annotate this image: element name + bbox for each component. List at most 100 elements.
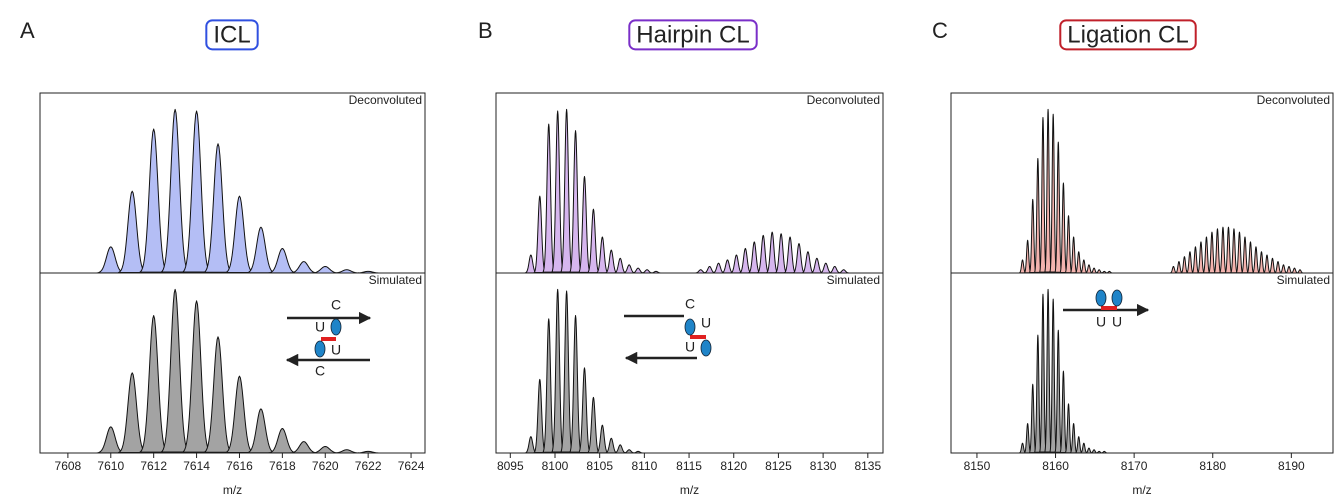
- series-label: Deconvoluted: [1257, 93, 1330, 107]
- x-axis-label: m/z: [1132, 483, 1151, 497]
- peak: [748, 241, 761, 274]
- title-box: [1059, 19, 1197, 51]
- peak: [596, 424, 609, 453]
- peak: [1224, 226, 1233, 274]
- base-label: U: [1112, 314, 1122, 330]
- peak: [1049, 113, 1057, 273]
- x-tick-label: 8130: [810, 459, 837, 473]
- series-label: Simulated: [1277, 273, 1330, 287]
- x-tick-label: 8100: [542, 459, 569, 473]
- peak: [765, 231, 779, 274]
- peak: [1074, 436, 1083, 453]
- peak: [578, 367, 591, 453]
- peak: [1085, 264, 1093, 274]
- peak: [182, 110, 211, 273]
- x-tick-label: 8110: [631, 459, 657, 473]
- peak: [712, 262, 725, 274]
- x-tick-label: 7612: [140, 459, 167, 473]
- peak: [810, 257, 824, 274]
- peak: [801, 251, 815, 274]
- peak: [1049, 298, 1057, 453]
- peak: [1241, 236, 1249, 274]
- x-tick-label: 8125: [765, 459, 792, 473]
- peak: [311, 265, 340, 274]
- peak: [560, 290, 573, 453]
- peak: [1235, 231, 1244, 274]
- peak: [1090, 267, 1098, 274]
- x-tick-label: 7614: [183, 459, 210, 473]
- x-tick-label: 8105: [586, 459, 613, 473]
- base-label: U: [1096, 314, 1106, 330]
- series-label: Simulated: [369, 273, 422, 287]
- peak: [551, 110, 564, 273]
- peak: [622, 264, 636, 274]
- peak: [118, 372, 147, 453]
- peak: [1028, 198, 1037, 274]
- base-label: U: [701, 315, 711, 331]
- peak: [1059, 370, 1068, 453]
- x-tick-label: 7608: [55, 459, 82, 473]
- peak: [289, 441, 319, 453]
- panel: C Ligation CL Deconvoluted Simulated 8150 816…: [932, 18, 1334, 497]
- x-tick-label: 7618: [269, 459, 296, 473]
- x-tick-label: 8170: [1121, 459, 1148, 473]
- panel-letter: B: [478, 18, 493, 43]
- peak: [703, 265, 716, 274]
- peak: [225, 375, 254, 453]
- series-label: Deconvoluted: [349, 93, 422, 107]
- peak: [139, 315, 168, 453]
- title-box: [205, 19, 259, 51]
- peak: [1064, 215, 1073, 274]
- peak: [225, 195, 254, 274]
- peak: [1085, 447, 1093, 453]
- peak: [1230, 228, 1238, 274]
- x-tick-label: 7610: [97, 459, 124, 473]
- x-tick-label: 8160: [1042, 459, 1069, 473]
- base-label: U: [685, 339, 695, 355]
- base-label: C: [331, 297, 341, 313]
- peak: [1191, 246, 1200, 274]
- peak: [1285, 265, 1293, 274]
- peak: [774, 233, 788, 274]
- peak: [1039, 117, 1047, 273]
- base-label: C: [685, 296, 695, 312]
- peak: [721, 259, 734, 274]
- peak: [203, 143, 233, 273]
- spectrum: [524, 288, 645, 453]
- x-tick-label: 8120: [720, 459, 747, 473]
- peak: [730, 254, 743, 274]
- peak: [1175, 261, 1183, 274]
- peak: [96, 426, 126, 453]
- peak: [533, 378, 547, 453]
- peak: [1268, 257, 1277, 274]
- peak: [587, 396, 600, 453]
- spectrum: [1018, 108, 1304, 274]
- x-tick-label: 8150: [964, 459, 991, 473]
- x-tick-label: 8135: [854, 459, 881, 473]
- panel: B Hairpin CL Deconvoluted Simulated 8095 8100…: [478, 18, 884, 497]
- panel: A ICL Deconvoluted Simulated 7608 7610 7612 761…: [20, 18, 426, 497]
- peak: [118, 190, 147, 274]
- x-tick-label: 8180: [1199, 459, 1226, 473]
- peak: [578, 175, 591, 273]
- peak: [289, 261, 319, 274]
- peak: [1069, 423, 1078, 453]
- peak: [783, 236, 797, 274]
- peak: [1028, 383, 1037, 453]
- peak: [1044, 108, 1052, 273]
- spectrum: [524, 108, 850, 274]
- peak: [560, 108, 573, 273]
- peak: [1257, 251, 1266, 274]
- peak: [1202, 236, 1211, 274]
- peak: [596, 236, 609, 274]
- peak: [1059, 182, 1068, 273]
- peak: [1054, 141, 1063, 273]
- peak: [1274, 261, 1282, 274]
- peak: [1219, 226, 1227, 274]
- peak: [605, 249, 618, 274]
- peak: [160, 108, 190, 273]
- x-tick-label: 7624: [398, 459, 425, 473]
- peak: [614, 257, 627, 274]
- peak: [246, 226, 276, 274]
